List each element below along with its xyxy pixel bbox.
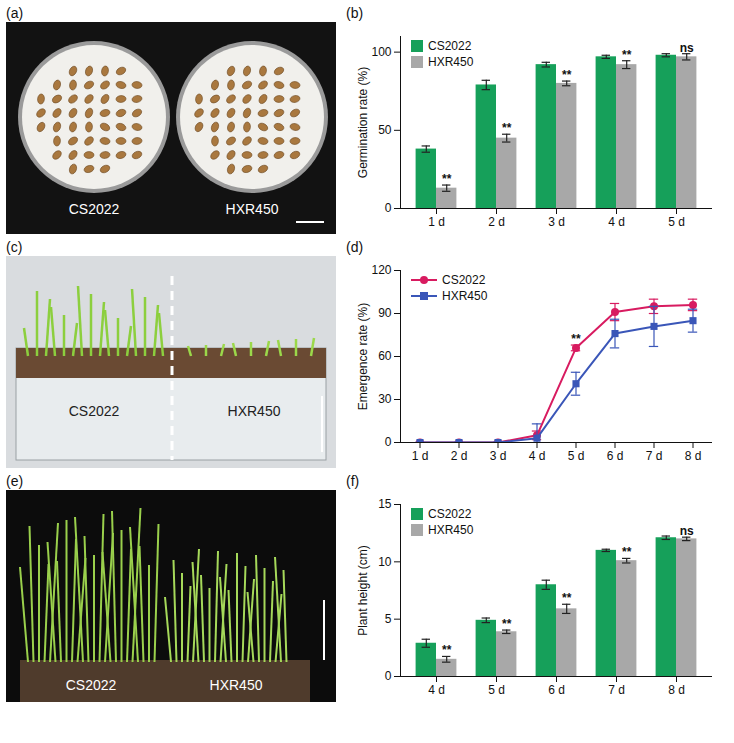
svg-text:10: 10 [378, 555, 392, 569]
svg-text:5 d: 5 d [668, 215, 685, 229]
svg-text:1 d: 1 d [412, 449, 429, 463]
svg-text:2 d: 2 d [451, 449, 468, 463]
svg-text:0: 0 [385, 435, 392, 449]
svg-text:Germination rate (%): Germination rate (%) [356, 67, 370, 178]
html-text:(a): (a) [6, 5, 24, 21]
svg-text:5 d: 5 d [568, 449, 585, 463]
svg-text:**: ** [622, 545, 632, 559]
svg-text:CS2022: CS2022 [69, 403, 120, 419]
html-text:HXR450: HXR450 [428, 523, 474, 537]
html-text:(e): (e) [6, 473, 24, 489]
svg-text:4 d: 4 d [428, 683, 445, 697]
svg-text:4 d: 4 d [529, 449, 546, 463]
svg-text:**: ** [622, 48, 632, 62]
html-text:HXR450: HXR450 [442, 289, 488, 303]
svg-text:8 d: 8 d [685, 449, 702, 463]
svg-text:8 d: 8 d [668, 683, 685, 697]
svg-text:50: 50 [378, 123, 392, 137]
svg-text:5 d: 5 d [488, 683, 505, 697]
html-text:(d): (d) [346, 239, 364, 255]
html-text:(f): (f) [346, 473, 360, 489]
svg-text:HXR450: HXR450 [226, 201, 279, 217]
html-text:(c): (c) [6, 239, 23, 255]
svg-text:3 d: 3 d [548, 215, 565, 229]
html-text:CS2022: CS2022 [428, 507, 472, 521]
svg-text:6 d: 6 d [548, 683, 565, 697]
svg-text:1 d: 1 d [428, 215, 445, 229]
svg-text:100: 100 [371, 45, 391, 59]
svg-text:15: 15 [378, 497, 392, 511]
html-text:CS2022: CS2022 [442, 273, 486, 287]
svg-text:120: 120 [371, 263, 391, 277]
svg-text:5: 5 [385, 612, 392, 626]
svg-text:7 d: 7 d [608, 683, 625, 697]
html-text:(b): (b) [346, 5, 364, 21]
svg-text:**: ** [442, 643, 452, 657]
svg-text:4 d: 4 d [608, 215, 625, 229]
svg-text:0: 0 [385, 201, 392, 215]
svg-text:ns: ns [680, 524, 694, 538]
svg-text:**: ** [442, 172, 452, 186]
svg-text:**: ** [502, 121, 512, 135]
html-text:HXR450: HXR450 [428, 55, 474, 69]
svg-text:7 d: 7 d [646, 449, 663, 463]
svg-text:2 d: 2 d [488, 215, 505, 229]
svg-text:0: 0 [385, 669, 392, 683]
svg-text:HXR450: HXR450 [228, 403, 281, 419]
svg-text:30: 30 [378, 392, 392, 406]
svg-text:Emergence rate (%): Emergence rate (%) [356, 303, 370, 410]
svg-text:**: ** [562, 68, 572, 82]
svg-text:90: 90 [378, 306, 392, 320]
html-text:CS2022: CS2022 [428, 39, 472, 53]
svg-text:CS2022: CS2022 [69, 201, 120, 217]
svg-text:Plant height (cm): Plant height (cm) [356, 545, 370, 636]
svg-text:HXR450: HXR450 [210, 677, 263, 693]
svg-text:**: ** [562, 591, 572, 605]
svg-text:**: ** [502, 617, 512, 631]
svg-text:60: 60 [378, 349, 392, 363]
svg-text:3 d: 3 d [490, 449, 507, 463]
svg-text:6 d: 6 d [607, 449, 624, 463]
svg-text:**: ** [571, 332, 581, 346]
svg-text:CS2022: CS2022 [66, 677, 117, 693]
svg-text:ns: ns [680, 41, 694, 55]
